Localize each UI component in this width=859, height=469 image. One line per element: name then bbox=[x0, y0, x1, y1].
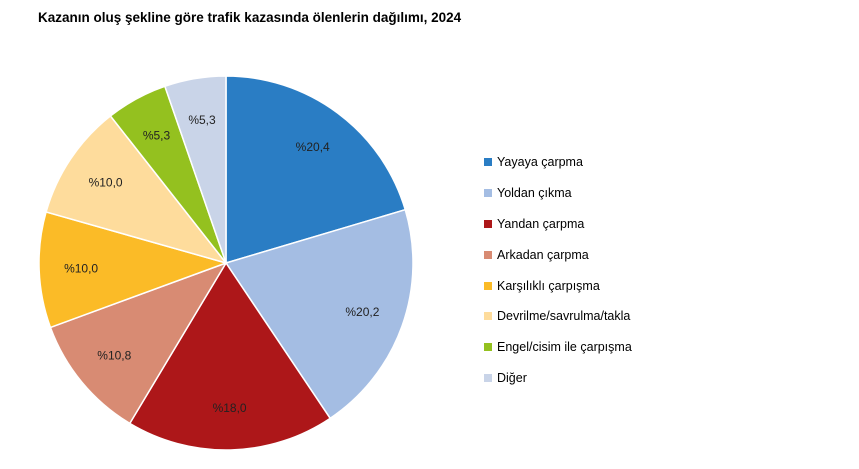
legend-swatch bbox=[484, 250, 492, 259]
legend-item-yoldan-cikma: Yoldan çıkma bbox=[484, 178, 632, 209]
pie-slice-yandan-carpma bbox=[128, 261, 332, 451]
legend-swatch bbox=[484, 343, 492, 352]
pie-slice-devrilme-savrulma-takla bbox=[45, 114, 229, 265]
chart-title: Kazanın oluş şekline göre trafik kazasın… bbox=[38, 10, 462, 25]
data-label-devrilme-savrulma-takla: %10,0 bbox=[89, 175, 123, 189]
pie-slice-yoldan-cikma bbox=[224, 208, 414, 420]
legend-label: Yandan çarpma bbox=[497, 216, 585, 231]
legend-item-engel-cisim-ile-carpisma: Engel/cisim ile çarpışma bbox=[484, 332, 632, 363]
legend-item-diger: Diğer bbox=[484, 363, 632, 394]
legend-label: Yayaya çarpma bbox=[497, 155, 583, 170]
legend-swatch bbox=[484, 281, 492, 290]
chart-legend: Yayaya çarpma Yoldan çıkma Yandan çarpma Ar… bbox=[484, 147, 632, 393]
data-label-karsilikli-carpisma: %10,0 bbox=[64, 262, 98, 276]
legend-label: Karşılıklı çarpışma bbox=[497, 278, 600, 293]
legend-label: Devrilme/savrulma/takla bbox=[497, 309, 631, 324]
data-label-yayaya-carpma: %20,4 bbox=[296, 140, 330, 154]
data-label-yandan-carpma: %18,0 bbox=[213, 401, 247, 415]
pie-slice-yayaya-carpma bbox=[225, 75, 407, 265]
legend-swatch bbox=[484, 373, 492, 382]
data-label-yoldan-cikma: %20,2 bbox=[345, 305, 379, 319]
legend-item-yandan-carpma: Yandan çarpma bbox=[484, 209, 632, 240]
pie-slice-karsilikli-carpisma bbox=[38, 211, 229, 329]
legend-label: Engel/cisim ile çarpışma bbox=[497, 340, 632, 355]
legend-label: Yoldan çıkma bbox=[497, 186, 572, 201]
legend-swatch bbox=[484, 189, 492, 198]
pie-slice-arkadan-carpma bbox=[49, 261, 228, 425]
data-label-diger: %5,3 bbox=[188, 113, 216, 127]
pie-slice-diger bbox=[163, 75, 227, 264]
legend-label: Diğer bbox=[497, 370, 527, 385]
legend-item-devrilme-savrulma-takla: Devrilme/savrulma/takla bbox=[484, 301, 632, 332]
legend-item-yayaya-carpma: Yayaya çarpma bbox=[484, 147, 632, 178]
legend-item-karsilikli-carpisma: Karşılıklı çarpışma bbox=[484, 270, 632, 301]
legend-swatch bbox=[484, 312, 492, 321]
legend-swatch bbox=[484, 158, 492, 167]
data-label-engel-cisim-ile-carpisma: %5,3 bbox=[143, 129, 171, 143]
data-label-arkadan-carpma: %10,8 bbox=[97, 348, 131, 362]
legend-label: Arkadan çarpma bbox=[497, 247, 589, 262]
legend-item-arkadan-carpma: Arkadan çarpma bbox=[484, 239, 632, 270]
legend-swatch bbox=[484, 219, 492, 228]
